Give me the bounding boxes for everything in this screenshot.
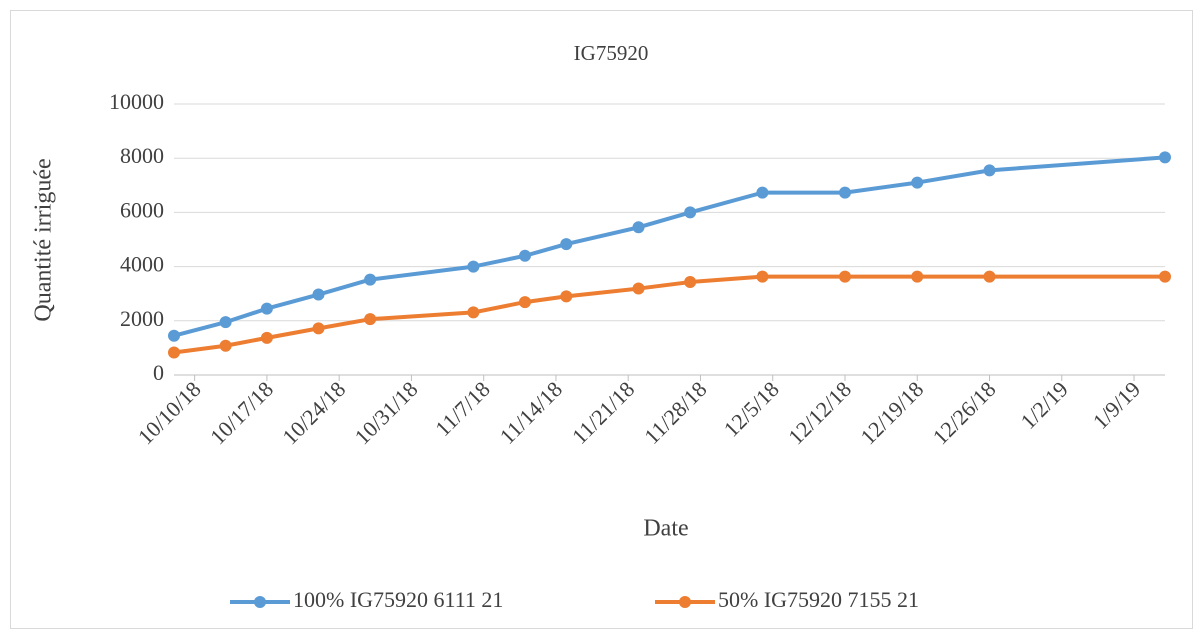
y-tick-label: 10000 bbox=[109, 89, 164, 114]
data-point bbox=[260, 331, 273, 344]
data-point bbox=[632, 221, 645, 234]
data-point bbox=[312, 322, 325, 335]
legend-marker bbox=[679, 596, 691, 608]
data-point bbox=[911, 176, 924, 189]
data-point bbox=[219, 339, 232, 352]
data-point bbox=[684, 206, 697, 219]
data-point bbox=[364, 273, 377, 286]
data-point bbox=[560, 290, 573, 303]
data-point bbox=[312, 288, 325, 301]
data-point bbox=[911, 270, 924, 283]
data-point bbox=[756, 186, 769, 199]
data-point bbox=[756, 270, 769, 283]
data-point bbox=[838, 270, 851, 283]
data-point bbox=[364, 313, 377, 326]
data-point bbox=[168, 329, 180, 342]
y-tick-label: 0 bbox=[153, 360, 164, 385]
data-point bbox=[983, 164, 996, 177]
data-point bbox=[632, 282, 645, 295]
data-point bbox=[983, 270, 996, 283]
data-point bbox=[219, 316, 232, 329]
chart-border bbox=[10, 10, 1193, 629]
chart-title: IG75920 bbox=[574, 41, 649, 65]
legend-marker bbox=[254, 596, 266, 608]
y-tick-label: 6000 bbox=[120, 197, 164, 222]
data-point bbox=[1159, 270, 1171, 283]
data-point bbox=[168, 346, 180, 359]
data-point bbox=[467, 306, 480, 319]
x-axis-label: Date bbox=[643, 516, 688, 542]
data-point bbox=[684, 276, 697, 289]
data-point bbox=[838, 186, 851, 199]
data-point bbox=[518, 249, 531, 262]
data-point bbox=[260, 302, 273, 315]
legend-label: 50% IG75920 7155 21 bbox=[718, 587, 919, 612]
data-point bbox=[467, 260, 480, 273]
data-point bbox=[518, 296, 531, 309]
data-point bbox=[560, 238, 573, 251]
y-tick-label: 2000 bbox=[120, 306, 164, 331]
legend-label: 100% IG75920 6111 21 bbox=[293, 587, 503, 612]
y-axis-label: Quantité irriguée bbox=[31, 158, 57, 321]
data-point bbox=[1159, 151, 1171, 164]
y-tick-label: 8000 bbox=[120, 143, 164, 168]
y-tick-label: 4000 bbox=[120, 252, 164, 277]
